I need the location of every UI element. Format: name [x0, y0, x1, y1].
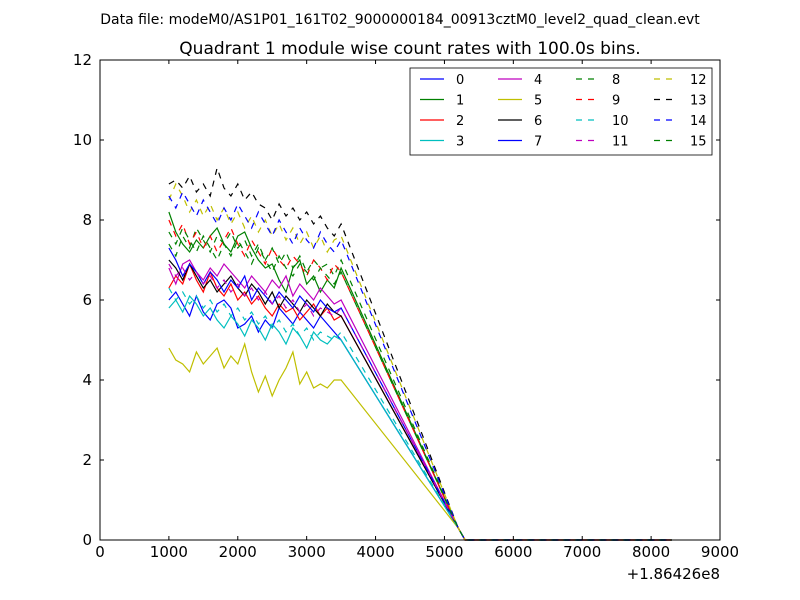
legend-label-3: 3 [456, 135, 464, 150]
x-tick-label: 5000 [425, 543, 463, 561]
legend-label-11: 11 [612, 135, 629, 150]
legend-label-2: 2 [456, 114, 464, 129]
y-tick-label: 10 [73, 131, 92, 149]
x-tick-label: 9000 [701, 543, 739, 561]
chart-title: Quadrant 1 module wise count rates with … [179, 39, 640, 59]
suptitle: Data file: modeM0/AS1P01_161T02_90000001… [100, 12, 700, 28]
legend-label-14: 14 [690, 114, 707, 129]
legend-label-15: 15 [690, 135, 707, 150]
x-tick-label: 8000 [632, 543, 670, 561]
y-tick-label: 6 [82, 291, 92, 309]
x-tick-label: 1000 [150, 543, 188, 561]
legend-label-0: 0 [456, 73, 464, 88]
legend-label-8: 8 [612, 73, 620, 88]
axes: 0 1000 2000 3000 4000 5000 6000 7000 8000 9000 0 2 4… [73, 51, 739, 561]
x-tick-label: 3000 [288, 543, 326, 561]
x-tick-label: 7000 [563, 543, 601, 561]
y-tick-label: 12 [73, 51, 92, 69]
y-tick-label: 4 [82, 371, 92, 389]
y-tick-label: 2 [82, 451, 92, 469]
legend-label-1: 1 [456, 94, 464, 109]
legend-label-12: 12 [690, 73, 707, 88]
legend-label-5: 5 [534, 94, 542, 109]
y-tick-label: 0 [82, 531, 92, 549]
x-offset-label: +1.86426e8 [627, 565, 720, 583]
legend-label-6: 6 [534, 114, 542, 129]
legend-label-9: 9 [612, 94, 620, 109]
legend-label-7: 7 [534, 135, 542, 150]
legend-label-13: 13 [690, 94, 707, 109]
legend-label-10: 10 [612, 114, 629, 129]
x-tick-label: 2000 [219, 543, 257, 561]
x-tick-label: 0 [95, 543, 105, 561]
y-tick-label: 8 [82, 211, 92, 229]
x-tick-label: 6000 [494, 543, 532, 561]
legend-label-4: 4 [534, 73, 542, 88]
legend-box [409, 67, 713, 156]
x-tick-label: 4000 [356, 543, 394, 561]
